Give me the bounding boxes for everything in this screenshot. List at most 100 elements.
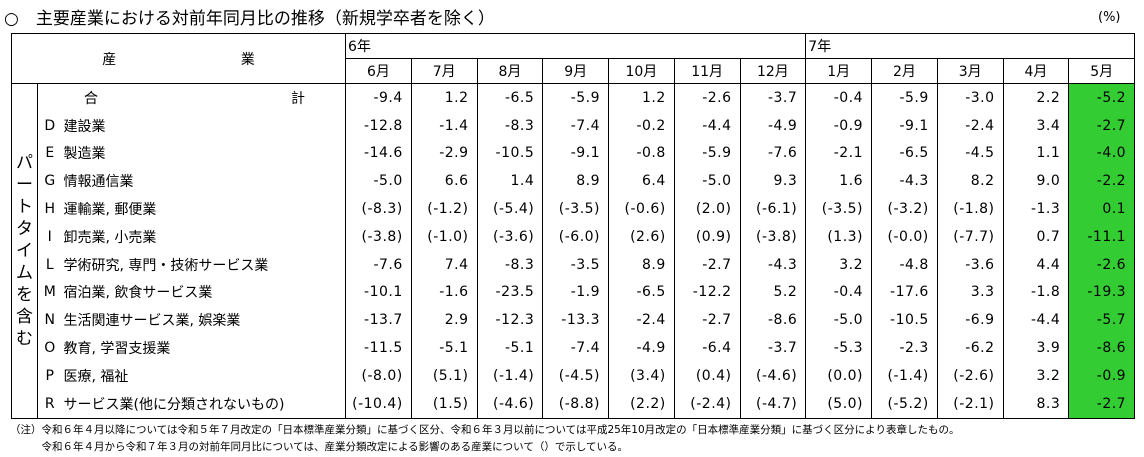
total-label-left: 合 [84, 90, 98, 107]
value-cell: -2.9 [410, 139, 478, 168]
table-row: L 学術研究, 専門・技術サービス業 -7.6 7.4 -8.3 -3.5 8.9 -2.7-… [12, 250, 1136, 279]
value-cell: -3.7 [739, 83, 806, 112]
value-cell: -7.4 [542, 334, 609, 362]
value-cell: (-10.4) [345, 389, 412, 419]
value-cell: (-3.5) [805, 195, 872, 223]
value-cell: (-5.2) [871, 389, 938, 419]
value-cell: (-3.6) [476, 222, 543, 251]
industry-code: D [44, 117, 56, 134]
value-cell: (-0.6) [608, 195, 675, 223]
year-header-r7: 7年 [805, 33, 1136, 59]
industry-header-char1: 産 [102, 51, 117, 68]
value-cell: (0.9) [673, 222, 741, 251]
value-cell: (-6.1) [739, 195, 806, 223]
value-cell: -5.0 [805, 306, 872, 335]
value-cell: -5.3 [805, 334, 872, 362]
footnotes: （注）令和６年４月以降については令和５年７月改定の「日本標準産業分類」に基づく区… [10, 422, 959, 456]
value-cell: -13.3 [542, 306, 609, 335]
value-cell: 1.6 [805, 167, 872, 196]
value-cell: 1.2 [410, 83, 478, 112]
industry-code: R [37, 389, 62, 419]
value-cell: 0.7 [1002, 222, 1069, 251]
value-cell: (-1.0) [410, 222, 478, 251]
value-cell: -7.6 [739, 139, 806, 168]
value-cell: -10.1 [345, 278, 412, 307]
value-cell: -6.5 [871, 139, 938, 168]
industry-name: 卸売業, 小売業 [61, 222, 347, 251]
value-cell: -12.3 [476, 306, 543, 335]
value-cell: -6.9 [936, 306, 1004, 335]
table-row: M 宿泊業, 飲食サービス業 -10.1 -1.6 -23.5 -1.9 -6.5 -12.2… [12, 278, 1136, 307]
industry-name: 運輸業, 郵便業 [61, 195, 347, 223]
value-cell: -0.4 [805, 83, 872, 112]
value-cell: (2.2) [608, 389, 675, 419]
value-cell: -8.3 [476, 250, 543, 279]
value-cell: 7.4 [410, 250, 478, 279]
value-cell: -5.9 [542, 83, 609, 112]
value-cell: (-1.2) [410, 195, 478, 223]
table-row: D 建設業 -12.8 -1.4 -8.3 -7.4 -0.2 -4.4 -4.9 -0.9 -9.… [12, 111, 1136, 140]
side-label-part-time: パートタイムを含む [11, 83, 38, 419]
value-cell: (-4.7) [739, 389, 806, 419]
value-cell: -3.6 [936, 250, 1004, 279]
side-label-char: を [16, 284, 33, 305]
value-cell: 3.4 [1002, 111, 1069, 140]
value-cell: (1.3) [805, 222, 872, 251]
value-cell-latest: -5.7 [1068, 306, 1136, 335]
value-cell: -1.3 [1002, 195, 1069, 223]
value-cell: -6.5 [476, 83, 543, 112]
side-label-char: ー [16, 174, 33, 195]
value-cell: (-0.0) [871, 222, 938, 251]
value-cell: (-4.6) [739, 361, 806, 390]
month-header: 5月 [1068, 58, 1136, 84]
value-cell: -5.0 [345, 167, 412, 196]
industry-name: 情報通信業 [61, 167, 347, 196]
value-cell: (-3.8) [345, 222, 412, 251]
value-cell: -1.9 [542, 278, 609, 307]
industry-code: M [43, 284, 56, 301]
value-cell: (2.6) [608, 222, 675, 251]
value-cell: 1.2 [608, 83, 675, 112]
value-cell: 2.2 [1002, 83, 1069, 112]
value-cell-latest: -8.6 [1068, 334, 1136, 362]
value-cell-latest: -11.1 [1068, 222, 1136, 251]
industry-name: サービス業(他に分類されないもの) [61, 389, 347, 419]
side-label-char: パ [16, 152, 33, 173]
value-cell: -0.9 [805, 111, 872, 140]
value-cell: (-8.8) [542, 389, 609, 419]
month-header: 12月 [739, 58, 806, 84]
value-cell-latest: -2.2 [1068, 167, 1136, 196]
unit-label: (%) [1098, 10, 1121, 25]
month-header: 10月 [608, 58, 675, 84]
value-cell: -0.8 [608, 139, 675, 168]
value-cell: -2.3 [871, 334, 938, 362]
year-header-r6: 6年 [345, 33, 807, 59]
value-cell: -7.4 [542, 111, 609, 140]
side-label-char: 含 [16, 306, 33, 327]
value-cell: -8.3 [476, 111, 543, 140]
month-header: 11月 [673, 58, 741, 84]
value-cell: 6.6 [410, 167, 478, 196]
value-cell: -1.8 [1002, 278, 1069, 307]
value-cell: -2.6 [673, 83, 741, 112]
value-cell: -1.4 [410, 111, 478, 140]
side-label-char: む [16, 328, 33, 349]
value-cell: (-5.4) [476, 195, 543, 223]
month-header: 9月 [542, 58, 609, 84]
value-cell: -5.1 [410, 334, 478, 362]
value-cell: 5.2 [739, 278, 806, 307]
value-cell: (-2.4) [673, 389, 741, 419]
value-cell: -4.3 [739, 250, 806, 279]
row-name-total: 合計 [37, 83, 347, 112]
value-cell: 8.2 [936, 167, 1004, 196]
value-cell: -4.4 [1002, 306, 1069, 335]
value-cell-latest: -2.7 [1068, 389, 1136, 419]
value-cell: -4.9 [608, 334, 675, 362]
value-cell: (-2.6) [936, 361, 1004, 390]
value-cell: (5.0) [805, 389, 872, 419]
value-cell: (-1.4) [476, 361, 543, 390]
value-cell: -13.7 [345, 306, 412, 335]
value-cell: (2.0) [673, 195, 741, 223]
side-label-char: イ [16, 240, 33, 261]
industry-name: 学術研究, 専門・技術サービス業 [61, 250, 347, 279]
